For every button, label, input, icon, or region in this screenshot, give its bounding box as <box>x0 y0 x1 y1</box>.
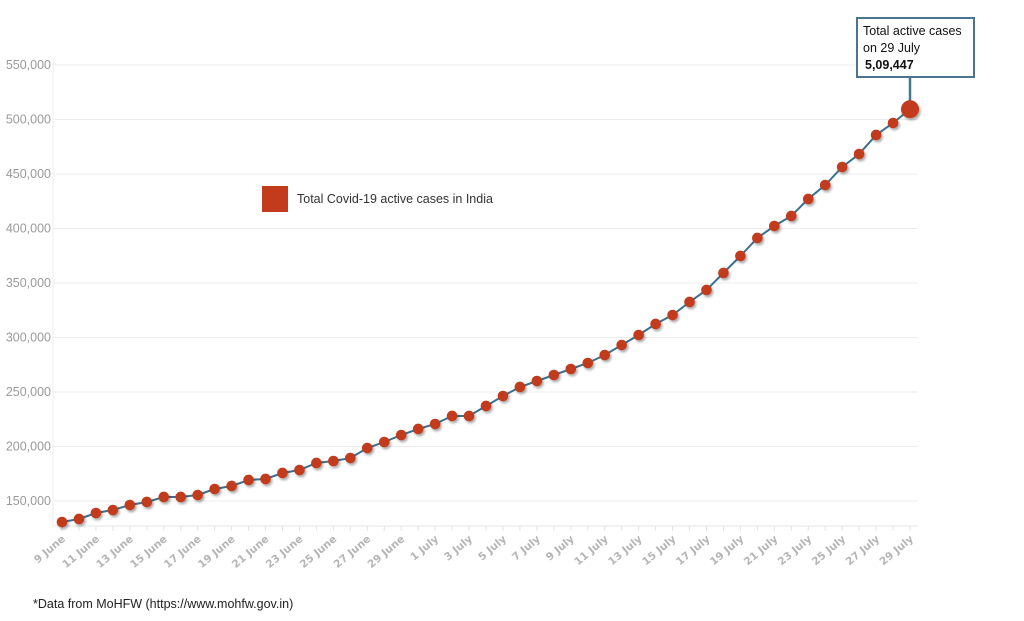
y-tick-label: 150,000 <box>6 494 51 508</box>
data-point[interactable] <box>836 161 848 173</box>
data-point[interactable] <box>802 193 814 205</box>
data-point[interactable] <box>870 129 882 141</box>
data-point[interactable] <box>192 489 203 501</box>
y-tick-label: 200,000 <box>6 440 51 454</box>
data-point[interactable] <box>582 357 594 369</box>
x-tick-label: 13 July <box>606 533 645 568</box>
x-tick-label: 11 June <box>60 533 102 571</box>
data-source-footnote: *Data from MoHFW (https://www.mohfw.gov.… <box>33 597 294 611</box>
x-tick-label: 11 July <box>572 533 611 568</box>
data-point[interactable] <box>684 296 695 308</box>
x-tick-label: 29 June <box>366 533 408 571</box>
data-point[interactable] <box>735 250 746 262</box>
x-tick-label: 15 June <box>128 533 170 571</box>
x-tick-label: 25 July <box>810 533 849 568</box>
x-tick-label: 27 July <box>844 533 883 568</box>
callout-line-1: Total active cases <box>863 24 962 38</box>
x-tick-label: 7 July <box>510 533 543 563</box>
data-point[interactable] <box>345 452 356 464</box>
data-point[interactable] <box>378 436 390 448</box>
data-point[interactable] <box>243 474 254 486</box>
y-tick-label: 350,000 <box>6 276 51 290</box>
callout-line-2: on 29 July <box>863 41 920 55</box>
data-point[interactable] <box>158 491 170 503</box>
callout-value: 5,09,447 <box>865 58 914 72</box>
data-point[interactable] <box>328 455 339 467</box>
y-axis: 150,000 200,000 250,000 300,000 350,000 400,0… <box>6 58 51 508</box>
data-point[interactable] <box>260 473 271 485</box>
x-tick-label: 15 July <box>640 533 679 568</box>
x-tick-label: 23 June <box>264 533 306 571</box>
data-point[interactable] <box>497 390 509 402</box>
data-point[interactable] <box>480 400 492 412</box>
data-point[interactable] <box>819 179 831 191</box>
data-point[interactable] <box>752 232 763 244</box>
y-tick-label: 550,000 <box>6 58 51 72</box>
x-tick-label: 29 July <box>878 533 917 568</box>
gridlines <box>52 58 918 526</box>
data-point[interactable] <box>531 375 543 387</box>
x-tick-label: 23 July <box>776 533 815 568</box>
x-tick-label: 19 June <box>196 533 238 571</box>
x-tick-label: 5 July <box>476 533 509 563</box>
x-tick-label: 25 June <box>298 533 340 571</box>
y-tick-label: 250,000 <box>6 385 51 399</box>
data-point[interactable] <box>294 464 305 476</box>
x-tick-label: 17 June <box>162 533 204 571</box>
data-point[interactable] <box>853 148 865 160</box>
data-point[interactable] <box>887 117 899 129</box>
data-point[interactable] <box>701 284 712 296</box>
data-point[interactable] <box>90 507 102 519</box>
data-point[interactable] <box>311 457 322 469</box>
annotation-callout: Total active cases on 29 July 5,09,447 <box>856 17 975 78</box>
x-tick-label: 3 July <box>442 533 475 563</box>
data-point[interactable] <box>73 513 85 525</box>
data-point[interactable] <box>429 418 441 430</box>
legend-label: Total Covid-19 active cases in India <box>297 192 493 206</box>
legend: Total Covid-19 active cases in India <box>262 186 493 212</box>
x-tick-label: 27 June <box>332 533 374 571</box>
x-tick-label: 21 July <box>742 533 781 568</box>
x-tick-label: 13 June <box>94 533 136 571</box>
data-point[interactable] <box>107 504 119 516</box>
data-point[interactable] <box>141 496 153 508</box>
data-point[interactable] <box>901 100 919 119</box>
data-point[interactable] <box>209 483 220 495</box>
series-line <box>61 108 911 523</box>
data-point[interactable] <box>463 410 475 422</box>
data-point[interactable] <box>616 339 627 351</box>
legend-swatch-icon <box>262 186 288 212</box>
x-tick-label: 17 July <box>674 533 713 568</box>
y-tick-label: 500,000 <box>6 113 51 127</box>
data-point[interactable] <box>412 423 424 435</box>
x-tick-label: 21 June <box>230 533 272 571</box>
data-point[interactable] <box>650 318 661 330</box>
data-point[interactable] <box>361 442 373 454</box>
data-point[interactable] <box>124 499 136 511</box>
data-point[interactable] <box>175 491 187 503</box>
y-tick-label: 300,000 <box>6 331 51 345</box>
y-tick-label: 400,000 <box>6 222 51 236</box>
x-tick-label: 1 July <box>408 533 441 563</box>
data-point[interactable] <box>226 480 237 492</box>
data-point[interactable] <box>277 467 288 479</box>
data-point[interactable] <box>599 349 611 361</box>
data-point[interactable] <box>56 516 68 528</box>
y-tick-label: 450,000 <box>6 167 51 181</box>
data-point[interactable] <box>633 329 644 341</box>
x-tick-label: 19 July <box>708 533 747 568</box>
data-point[interactable] <box>548 369 560 381</box>
series-active-cases <box>56 78 919 528</box>
data-point[interactable] <box>718 267 729 279</box>
data-point[interactable] <box>565 363 577 375</box>
data-point[interactable] <box>514 381 526 393</box>
data-point[interactable] <box>667 309 678 321</box>
data-point[interactable] <box>769 220 780 232</box>
data-point[interactable] <box>446 410 458 422</box>
data-point[interactable] <box>395 429 407 441</box>
data-point[interactable] <box>785 210 797 222</box>
